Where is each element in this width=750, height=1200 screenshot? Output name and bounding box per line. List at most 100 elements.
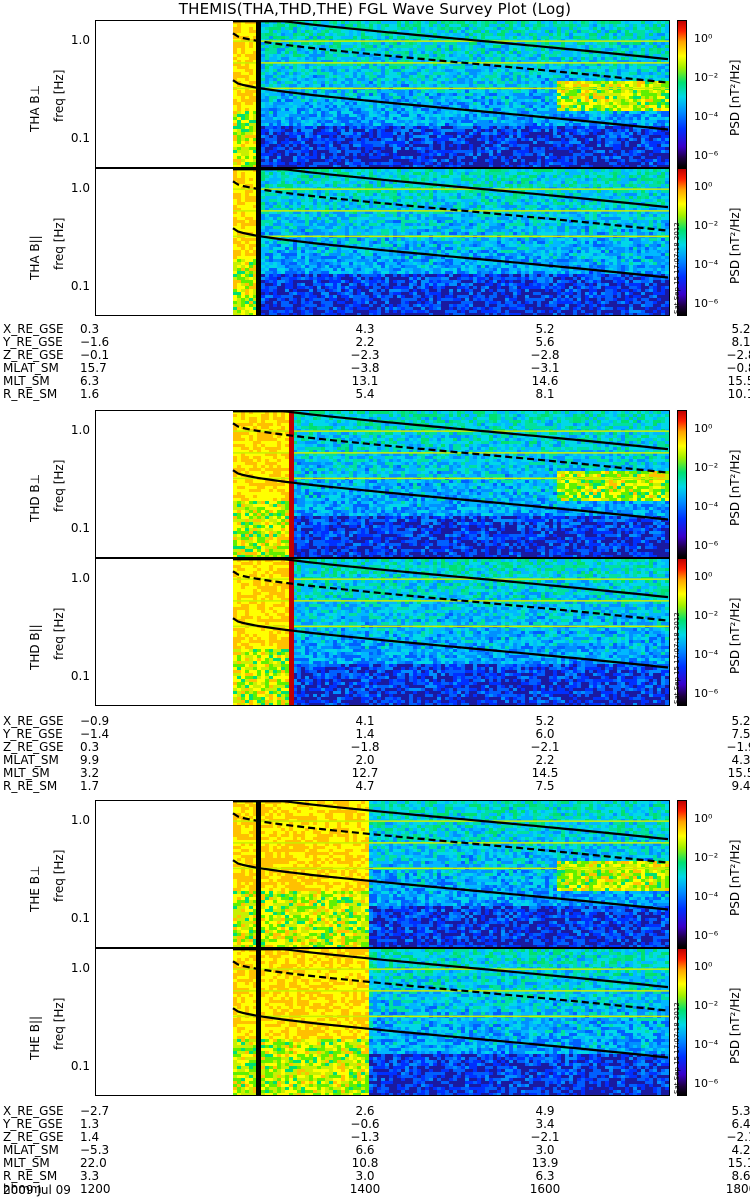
- colorbar-tick: 10⁰: [694, 422, 712, 435]
- ephemeris-value: 3.2: [80, 767, 99, 780]
- ephemeris-name: R_RE_SM: [3, 1170, 57, 1183]
- ephemeris-name: R_RE_SM: [3, 780, 57, 793]
- ephemeris-value: 8.1: [721, 336, 750, 349]
- ephemeris-value: −2.1: [525, 1131, 565, 1144]
- spectrogram-panel: [95, 558, 670, 706]
- timestamp-stamp: Sat Sep 15 17:07:18 2012: [673, 1002, 681, 1094]
- ephemeris-value: 5.6: [525, 336, 565, 349]
- y-tick-label: 0.1: [50, 669, 90, 683]
- ephemeris-value: 13.9: [525, 1157, 565, 1170]
- colorbar-tick: 10⁰: [694, 32, 712, 45]
- ephemeris-value: −0.9: [80, 715, 109, 728]
- colorbar-tick: 10⁻⁴: [694, 890, 718, 903]
- y-axis-label: freq [Hz]: [52, 460, 66, 512]
- ephemeris-value: 12.7: [345, 767, 385, 780]
- ephemeris-value: 3.3: [80, 1170, 99, 1183]
- colorbar-tick: 10⁻⁶: [694, 687, 718, 700]
- y-tick-label: 1.0: [50, 423, 90, 437]
- y-axis-label: freq [Hz]: [52, 608, 66, 660]
- ephemeris-value: 4.7: [345, 780, 385, 793]
- ephemeris-name: Y_RE_GSE: [3, 336, 63, 349]
- ephemeris-value: 5.4: [345, 388, 385, 401]
- ephemeris-value: 6.4: [721, 1118, 750, 1131]
- y-axis-label: freq [Hz]: [52, 850, 66, 902]
- ephemeris-value: 1.3: [80, 1118, 99, 1131]
- ephemeris-value: 6.0: [525, 728, 565, 741]
- y-tick-label: 1.0: [50, 813, 90, 827]
- ephemeris-value: 7.5: [525, 780, 565, 793]
- colorbar-tick: 10⁻²: [694, 461, 718, 474]
- ephemeris-value: 3.4: [525, 1118, 565, 1131]
- ephemeris-value: 5.2: [721, 715, 750, 728]
- ephemeris-value: 15.1: [721, 1157, 750, 1170]
- ephemeris-value: 4.3: [721, 754, 750, 767]
- y-tick-label: 0.1: [50, 911, 90, 925]
- spectrogram-panel: [95, 800, 670, 948]
- colorbar-tick: 10⁻²: [694, 609, 718, 622]
- timestamp-stamp: Sat Sep 15 17:07:18 2012: [673, 612, 681, 704]
- ephemeris-value: −1.3: [345, 1131, 385, 1144]
- spectrogram-panel: [95, 168, 670, 316]
- ephemeris-value: 1.4: [80, 1131, 99, 1144]
- colorbar-tick: 10⁻²: [694, 71, 718, 84]
- panel-label: THE B||: [28, 1016, 42, 1060]
- ephemeris-value: 10.8: [345, 1157, 385, 1170]
- colorbar-tick: 10⁻⁴: [694, 258, 718, 271]
- ephemeris-value: 9.9: [80, 754, 99, 767]
- ephemeris-value: 4.1: [345, 715, 385, 728]
- ephemeris-name: MLAT_SM: [3, 1144, 59, 1157]
- ephemeris-value: 22.0: [80, 1157, 107, 1170]
- ephemeris-value: 15.5: [721, 767, 750, 780]
- ephemeris-value: 5.2: [525, 715, 565, 728]
- ephemeris-value: 6.6: [345, 1144, 385, 1157]
- ephemeris-value: 1600: [525, 1183, 565, 1196]
- ephemeris-name: MLT_SM: [3, 767, 50, 780]
- colorbar: [677, 168, 687, 316]
- colorbar-label: PSD [nT²/Hz]: [728, 450, 742, 526]
- ephemeris-name: X_RE_GSE: [3, 323, 64, 336]
- colorbar-tick: 10⁻⁴: [694, 500, 718, 513]
- spectrogram-svg: [232, 949, 669, 1095]
- ephemeris-value: −2.1: [721, 1131, 750, 1144]
- colorbar-label: PSD [nT²/Hz]: [728, 60, 742, 136]
- panel-label: THD B⊥: [28, 474, 42, 522]
- colorbar-tick: 10⁻⁶: [694, 929, 718, 942]
- ephemeris-value: 0.3: [80, 323, 99, 336]
- ephemeris-value: 3.0: [525, 1144, 565, 1157]
- ephemeris-value: 4.3: [345, 323, 385, 336]
- ephemeris-value: −0.8: [721, 362, 750, 375]
- y-tick-label: 0.1: [50, 1059, 90, 1073]
- ephemeris-value: 15.5: [721, 375, 750, 388]
- colorbar-label: PSD [nT²/Hz]: [728, 988, 742, 1064]
- colorbar-label: PSD [nT²/Hz]: [728, 840, 742, 916]
- ephemeris-value: −2.7: [80, 1105, 109, 1118]
- spectrogram-panel: [95, 948, 670, 1096]
- ephemeris-value: 2.2: [525, 754, 565, 767]
- colorbar-tick: 10⁻⁴: [694, 648, 718, 661]
- ephemeris-value: −3.1: [525, 362, 565, 375]
- colorbar-tick: 10⁰: [694, 570, 712, 583]
- y-axis-label: freq [Hz]: [52, 218, 66, 270]
- ephemeris-value: −0.1: [80, 349, 109, 362]
- ephemeris-name: MLAT_SM: [3, 362, 59, 375]
- ephemeris-value: 13.1: [345, 375, 385, 388]
- colorbar-label: PSD [nT²/Hz]: [728, 208, 742, 284]
- ephemeris-value: −2.1: [525, 741, 565, 754]
- y-tick-label: 1.0: [50, 181, 90, 195]
- ephemeris-name: MLAT_SM: [3, 754, 59, 767]
- date-label: 2009 Jul 09: [3, 1183, 71, 1197]
- ephemeris-value: 8.6: [721, 1170, 750, 1183]
- spectrogram-svg: [232, 559, 669, 705]
- panel-label: THA B⊥: [28, 85, 42, 132]
- panel-label: THA B||: [28, 235, 42, 280]
- y-tick-label: 0.1: [50, 521, 90, 535]
- ephemeris-value: 15.7: [80, 362, 107, 375]
- ephemeris-value: 1.7: [80, 780, 99, 793]
- ephemeris-name: X_RE_GSE: [3, 1105, 64, 1118]
- ephemeris-value: −5.3: [80, 1144, 109, 1157]
- ephemeris-value: −2.3: [345, 349, 385, 362]
- spectrogram-panel: [95, 410, 670, 558]
- timestamp-stamp: Sat Sep 15 17:07:18 2012: [673, 222, 681, 314]
- y-tick-label: 0.1: [50, 279, 90, 293]
- ephemeris-name: Y_RE_GSE: [3, 1118, 63, 1131]
